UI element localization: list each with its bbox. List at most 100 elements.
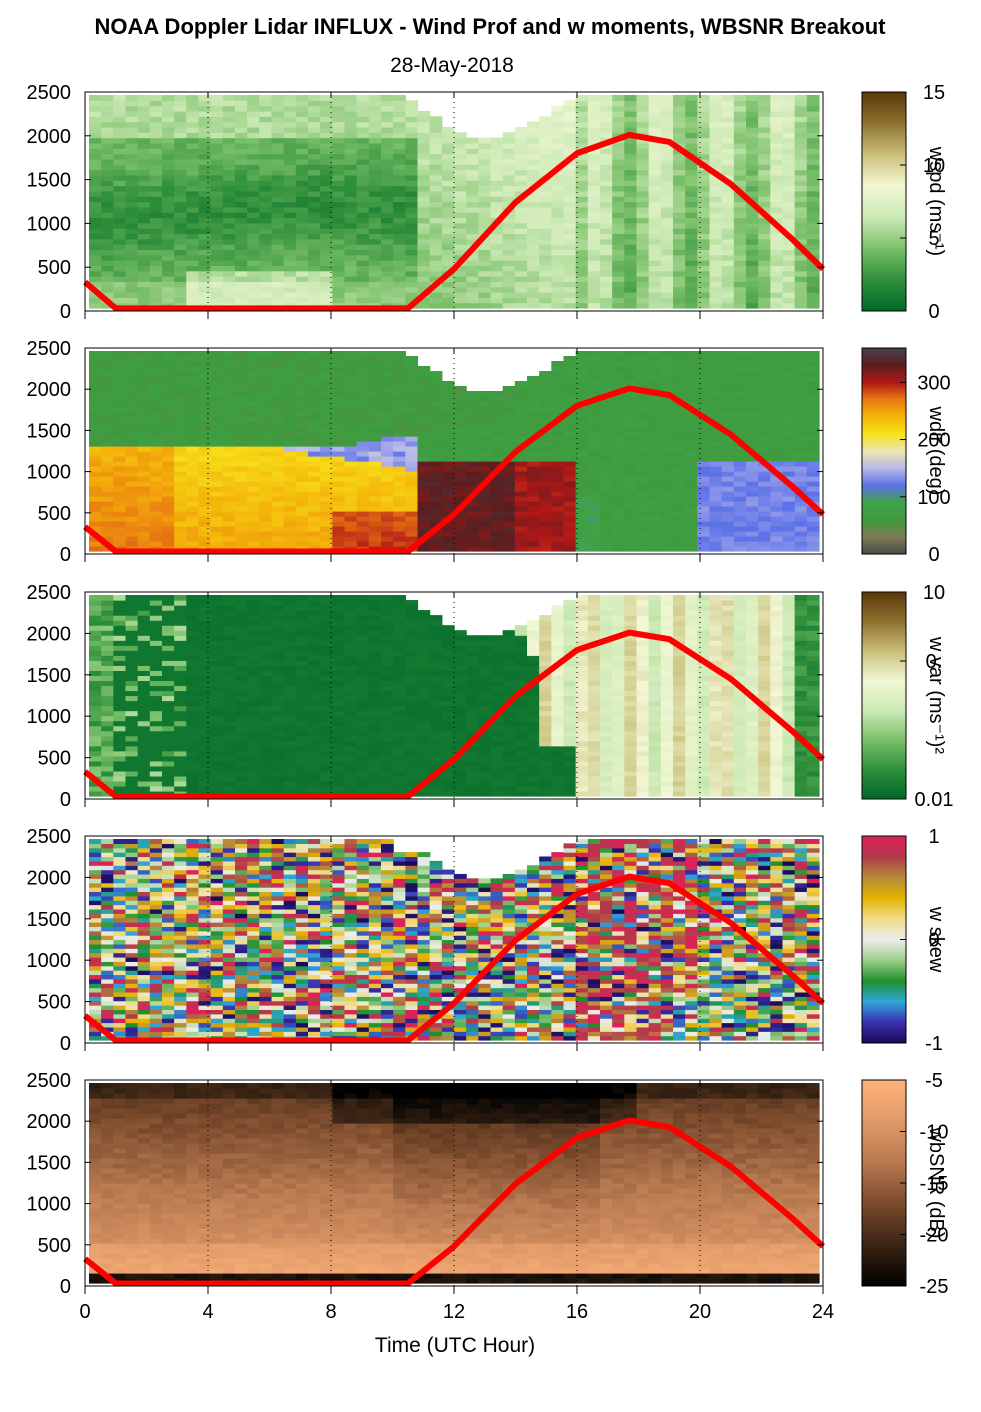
wdir-cell — [332, 526, 346, 532]
wvar-cell — [113, 740, 127, 747]
wspd-cell — [587, 185, 601, 192]
wspd-cell — [368, 137, 382, 144]
wdir-cell — [356, 391, 370, 397]
wspd-cell — [137, 100, 151, 107]
wdir-cell — [624, 491, 638, 497]
wspd-cell — [721, 142, 735, 149]
wspd-cell — [636, 169, 650, 176]
wspd-cell — [368, 121, 382, 128]
wspd-cell — [539, 148, 552, 155]
wdir-cell — [551, 546, 565, 552]
wspd-cell — [782, 260, 796, 266]
wdir-cell — [356, 356, 370, 362]
wspd-cell — [746, 270, 759, 277]
wdir-cell — [417, 466, 431, 472]
wspd-cell — [551, 244, 565, 251]
wdir-cell — [758, 446, 771, 452]
wdir-cell — [478, 491, 492, 497]
wdir-cell — [210, 531, 224, 537]
wdir-cell — [782, 516, 796, 522]
wspd-cell — [405, 105, 419, 112]
wspd-cell — [673, 212, 686, 219]
wspd-cell — [356, 244, 370, 251]
wspd-cell — [466, 158, 479, 165]
wdir-cell — [709, 366, 723, 372]
wspd-cell — [174, 228, 187, 235]
wdir-cell — [612, 491, 625, 497]
wspd-cell — [551, 238, 565, 245]
wspd-cell — [794, 116, 808, 123]
wdir-cell — [685, 366, 698, 372]
wdir-cell — [502, 446, 516, 452]
wdir-cell — [429, 516, 443, 522]
wdir-cell — [429, 426, 443, 432]
wspd-cell — [733, 254, 747, 261]
wdir-cell — [405, 481, 419, 487]
wdir-cell — [648, 461, 662, 467]
wspd-cell — [344, 281, 358, 288]
wdir-cell — [575, 541, 589, 547]
wspd-cell — [381, 233, 394, 240]
wdir-cell — [210, 491, 224, 497]
wdir-cell — [356, 351, 370, 357]
wdir-cell — [478, 451, 492, 457]
wspd-cell — [466, 169, 479, 176]
wdir-cell — [600, 521, 613, 527]
wdir-cell — [259, 511, 273, 517]
wspd-cell — [551, 270, 565, 277]
wdir-heatmap — [89, 351, 820, 552]
wspd-cell — [794, 265, 808, 272]
wdir-cell — [746, 496, 759, 502]
wdir-cell — [247, 476, 260, 482]
wspd-cell — [685, 244, 698, 251]
wspd-cell — [222, 222, 236, 229]
wspd-cell — [709, 180, 723, 187]
wdir-cell — [235, 401, 248, 407]
wdir-cell — [806, 496, 820, 502]
wdir-cell — [587, 496, 601, 502]
wspd-cell — [308, 260, 321, 266]
wspd-cell — [332, 95, 346, 101]
wspd-cell — [466, 206, 479, 213]
wdir-cell — [198, 536, 212, 542]
wdir-cell — [770, 366, 784, 372]
wspd-cell — [758, 228, 771, 235]
wdir-cell — [575, 356, 589, 362]
wvar-cell — [89, 660, 102, 666]
wspd-cell — [198, 254, 212, 261]
wdir-cell — [381, 481, 394, 487]
wspd-cell — [222, 254, 236, 261]
wspd-cell — [320, 95, 333, 101]
wspd-cell — [806, 153, 820, 160]
wdir-cell — [636, 431, 650, 437]
wspd-cell — [575, 100, 589, 107]
wspd-cell — [417, 126, 431, 133]
wdir-cell — [149, 361, 163, 367]
wdir-cell — [673, 496, 686, 502]
wspd-cell — [490, 286, 504, 293]
wspd-cell — [368, 110, 382, 117]
wdir-cell — [539, 511, 552, 517]
wdir-cell — [551, 531, 565, 537]
wspd-cell — [709, 174, 723, 181]
wdir-cell — [332, 446, 346, 452]
wspd-cell — [283, 126, 297, 133]
wdir-cell — [429, 506, 443, 512]
wspd-cell — [283, 233, 297, 240]
wdir-cell — [466, 471, 479, 477]
wspd-cell — [527, 302, 540, 309]
wspd-cell — [235, 126, 248, 133]
wdir-cell — [344, 486, 358, 492]
wspd-cell — [648, 238, 662, 245]
wdir-cell — [758, 526, 771, 532]
wspd-cell — [259, 201, 273, 208]
wdir-cell — [478, 456, 492, 462]
wspd-cell — [368, 153, 382, 160]
wvar-cell — [89, 630, 102, 636]
wdir-cell — [222, 521, 236, 527]
wspd-cell — [466, 297, 479, 304]
wvar-cell — [89, 625, 102, 631]
wspd-cell — [587, 249, 601, 256]
wspd-cell — [600, 132, 613, 139]
wdir-cell — [673, 431, 686, 437]
